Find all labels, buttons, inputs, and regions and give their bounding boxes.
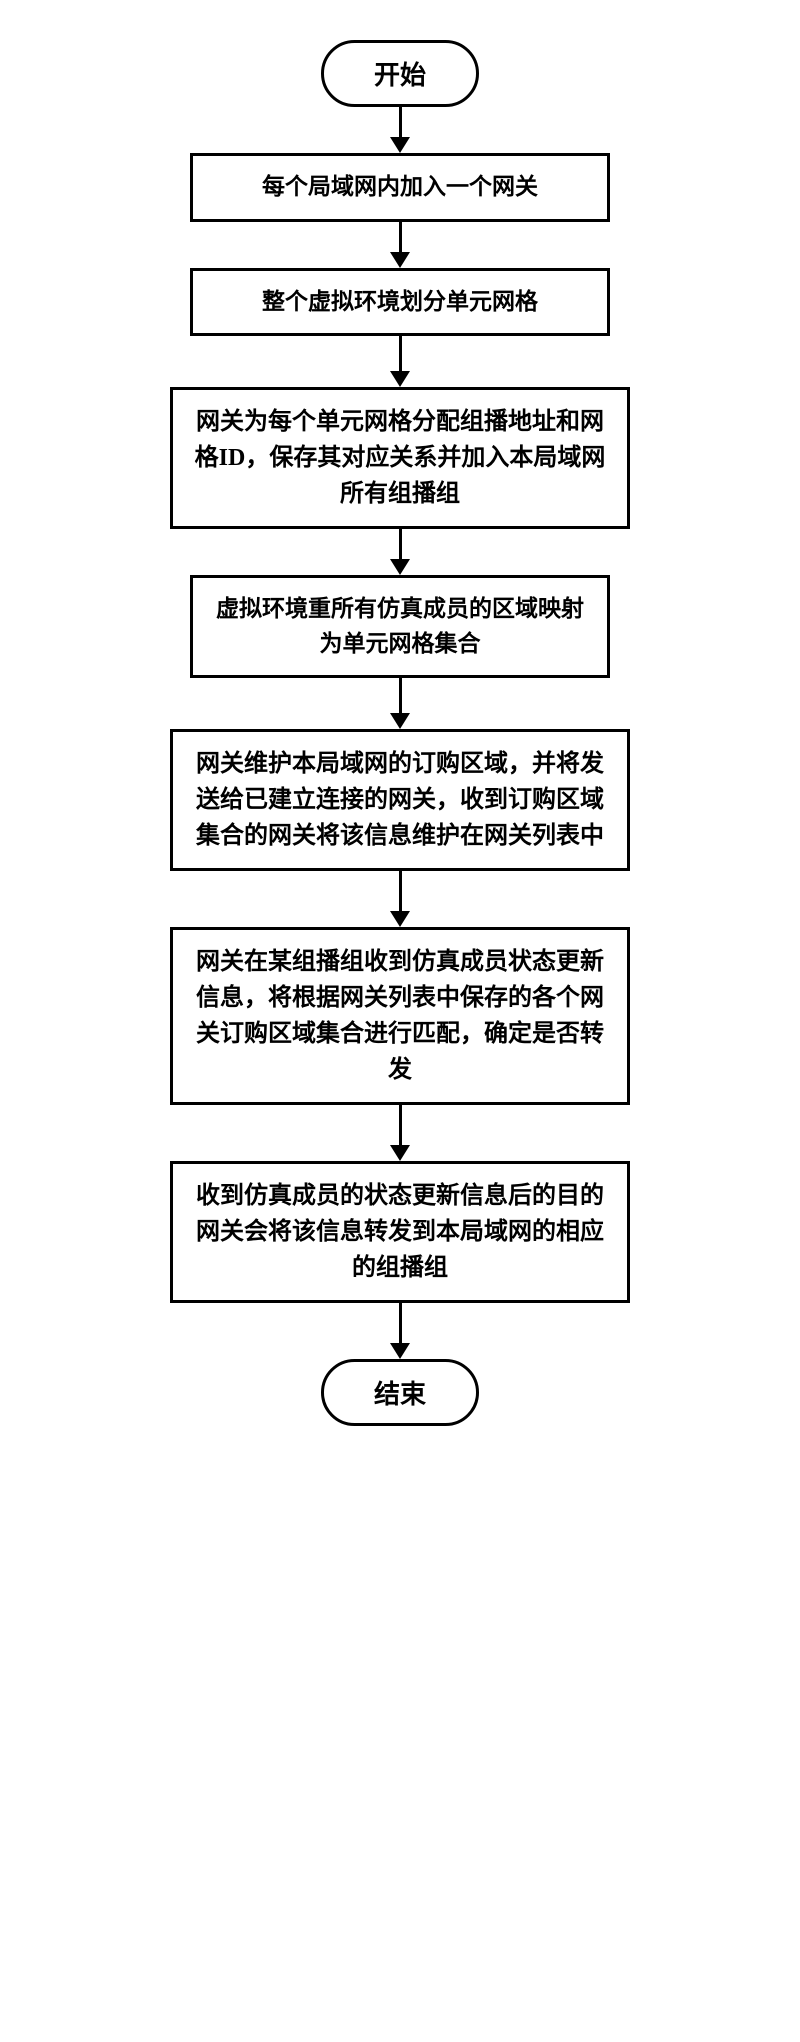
end-label: 结束 bbox=[374, 1380, 426, 1409]
step3-label: 网关为每个单元网格分配组播地址和网格ID，保存其对应关系并加入本局域网所有组播组 bbox=[195, 409, 606, 507]
step4-label: 虚拟环境重所有仿真成员的区域映射为单元网格集合 bbox=[216, 596, 584, 656]
arrow-head-icon bbox=[390, 252, 410, 268]
arrow-line bbox=[399, 107, 402, 137]
arrow-line bbox=[399, 1303, 402, 1343]
process-step-4: 虚拟环境重所有仿真成员的区域映射为单元网格集合 bbox=[190, 575, 610, 678]
arrow-line bbox=[399, 529, 402, 559]
flowchart-container: 开始 每个局域网内加入一个网关 整个虚拟环境划分单元网格 网关为每个单元网格分配… bbox=[150, 40, 650, 1426]
step2-label: 整个虚拟环境划分单元网格 bbox=[262, 289, 538, 314]
arrow-head-icon bbox=[390, 713, 410, 729]
process-step-5: 网关维护本局域网的订购区域，并将发送给已建立连接的网关，收到订购区域集合的网关将… bbox=[170, 729, 630, 871]
arrow-head-icon bbox=[390, 371, 410, 387]
arrow-2 bbox=[390, 336, 410, 387]
arrow-line bbox=[399, 1105, 402, 1145]
arrow-head-icon bbox=[390, 137, 410, 153]
process-step-3: 网关为每个单元网格分配组播地址和网格ID，保存其对应关系并加入本局域网所有组播组 bbox=[170, 387, 630, 529]
arrow-6 bbox=[390, 1105, 410, 1161]
arrow-0 bbox=[390, 107, 410, 153]
arrow-4 bbox=[390, 678, 410, 729]
arrow-line bbox=[399, 678, 402, 713]
arrow-head-icon bbox=[390, 1145, 410, 1161]
step1-label: 每个局域网内加入一个网关 bbox=[262, 174, 538, 199]
arrow-1 bbox=[390, 222, 410, 268]
step7-label: 收到仿真成员的状态更新信息后的目的网关会将该信息转发到本局域网的相应的组播组 bbox=[196, 1183, 604, 1281]
start-label: 开始 bbox=[374, 61, 426, 90]
arrow-5 bbox=[390, 871, 410, 927]
arrow-3 bbox=[390, 529, 410, 575]
arrow-line bbox=[399, 871, 402, 911]
arrow-head-icon bbox=[390, 559, 410, 575]
step5-label: 网关维护本局域网的订购区域，并将发送给已建立连接的网关，收到订购区域集合的网关将… bbox=[196, 751, 604, 849]
arrow-head-icon bbox=[390, 1343, 410, 1359]
arrow-line bbox=[399, 336, 402, 371]
process-step-2: 整个虚拟环境划分单元网格 bbox=[190, 268, 610, 337]
arrow-7 bbox=[390, 1303, 410, 1359]
arrow-line bbox=[399, 222, 402, 252]
start-terminal: 开始 bbox=[321, 40, 479, 107]
arrow-head-icon bbox=[390, 911, 410, 927]
process-step-1: 每个局域网内加入一个网关 bbox=[190, 153, 610, 222]
process-step-7: 收到仿真成员的状态更新信息后的目的网关会将该信息转发到本局域网的相应的组播组 bbox=[170, 1161, 630, 1303]
step6-label: 网关在某组播组收到仿真成员状态更新信息，将根据网关列表中保存的各个网关订购区域集… bbox=[196, 949, 604, 1083]
end-terminal: 结束 bbox=[321, 1359, 479, 1426]
process-step-6: 网关在某组播组收到仿真成员状态更新信息，将根据网关列表中保存的各个网关订购区域集… bbox=[170, 927, 630, 1105]
